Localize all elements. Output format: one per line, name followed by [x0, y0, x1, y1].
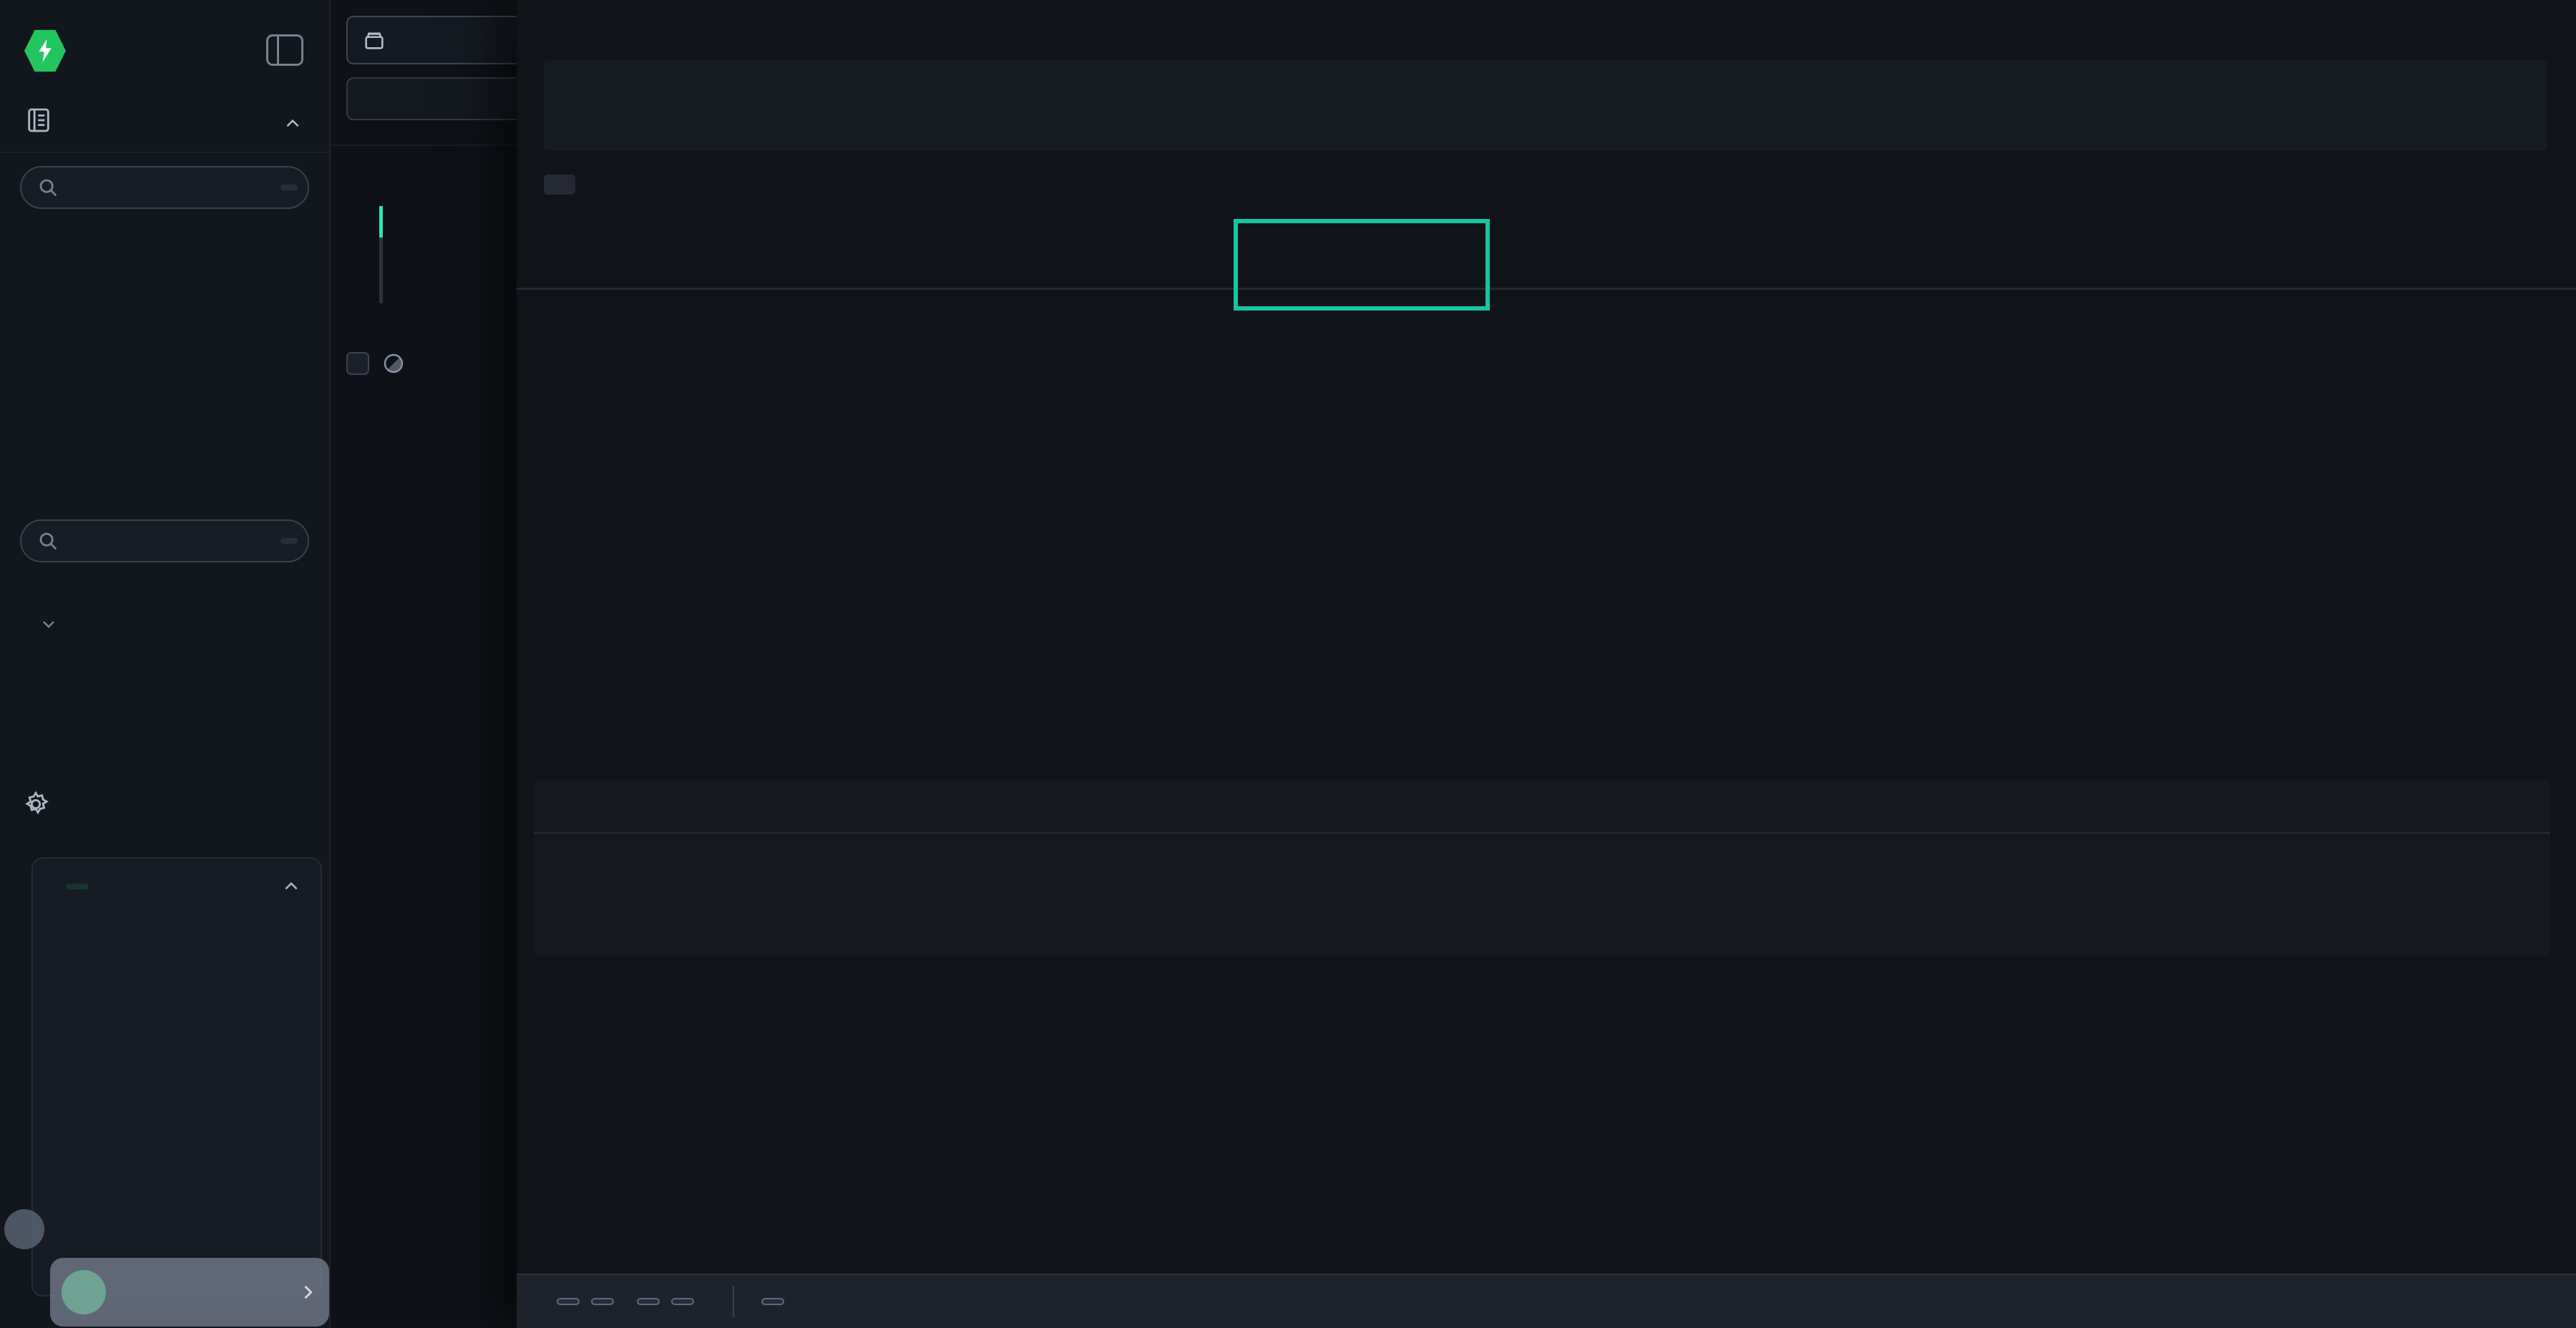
help-button[interactable]	[4, 1209, 44, 1249]
sidebar	[0, 0, 331, 1328]
divider	[517, 288, 2576, 290]
pod-timeline-card	[534, 779, 2550, 957]
get-started-badge	[66, 884, 89, 889]
chevron-down-icon	[40, 615, 57, 633]
chevron-up-icon[interactable]	[282, 877, 301, 896]
user-menu[interactable]	[50, 1258, 329, 1327]
left-arrow-key	[557, 1298, 580, 1305]
chevron-right-icon	[298, 1282, 318, 1302]
filter-panel	[331, 0, 517, 1328]
j-key	[671, 1298, 694, 1305]
avatar	[62, 1270, 106, 1314]
kbd-shortcut-badge	[280, 538, 298, 544]
journal-search-icon	[24, 106, 53, 135]
gear-icon	[21, 790, 50, 819]
pod-timeline-empty	[534, 834, 2550, 957]
sidebar-item-team-settings[interactable]	[21, 790, 67, 819]
pod-timeline-title	[534, 779, 2550, 834]
traces-box-icon	[362, 28, 386, 52]
k-key	[637, 1298, 660, 1305]
saved-searches-input[interactable]	[20, 166, 309, 209]
service-name-tag[interactable]	[544, 175, 575, 195]
search-icon	[37, 177, 59, 198]
sidebar-item-search[interactable]	[24, 106, 69, 135]
analysis-mode-track	[379, 206, 383, 303]
drawer-content	[517, 290, 2576, 1275]
divider	[0, 152, 329, 153]
search-icon	[37, 530, 59, 552]
drawer-footer	[517, 1274, 2576, 1328]
denoise-icon	[382, 352, 405, 375]
event-search-input[interactable]	[346, 77, 517, 120]
divider	[733, 1286, 734, 1317]
divider	[331, 145, 517, 146]
get-started-panel	[31, 857, 322, 1297]
chevron-up-icon[interactable]	[283, 114, 302, 133]
saved-dashboards-input[interactable]	[20, 519, 309, 562]
presets-toggle[interactable]	[40, 615, 69, 633]
source-select[interactable]	[346, 16, 517, 64]
kbd-shortcut-badge	[280, 185, 298, 190]
hyperdx-logo-icon	[24, 29, 66, 72]
sidebar-collapse-button[interactable]	[266, 34, 303, 66]
denoise-filter[interactable]	[346, 352, 418, 375]
esc-key	[761, 1298, 784, 1305]
denoise-checkbox[interactable]	[346, 352, 369, 375]
logo-row	[24, 29, 80, 73]
analysis-mode-active-indicator	[379, 206, 383, 238]
right-arrow-key	[591, 1298, 614, 1305]
span-name-card	[544, 60, 2547, 150]
event-details-drawer	[517, 0, 2576, 1328]
